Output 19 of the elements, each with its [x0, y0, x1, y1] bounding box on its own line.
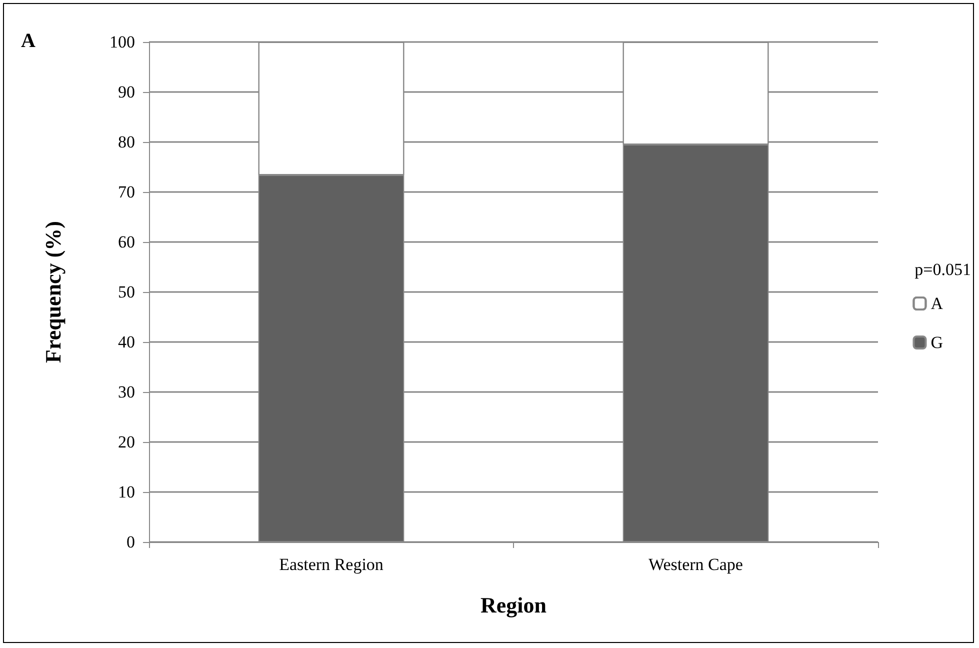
y-tick-label: 50: [118, 282, 135, 302]
y-tick-label: 20: [118, 432, 135, 452]
y-axis-title: Frequency (%): [40, 221, 66, 363]
y-tick-label: 10: [118, 482, 135, 502]
text: p=0.051: [914, 260, 972, 279]
y-tick-label: 30: [118, 382, 135, 402]
legend-label: A: [930, 294, 944, 313]
x-tick-label: Eastern Region: [279, 555, 384, 574]
x-tick-label: Western Cape: [648, 555, 743, 574]
chart-title: A: [21, 30, 36, 52]
legend-label: G: [930, 333, 944, 352]
y-tick-label: 70: [118, 182, 135, 202]
y-tick-label: 90: [118, 82, 135, 102]
y-tick-label: 60: [118, 232, 135, 252]
y-tick-label: 100: [110, 32, 135, 52]
y-tick-label: 80: [118, 132, 135, 152]
y-tick-label: 40: [118, 332, 135, 352]
x-axis-title: Region: [480, 592, 546, 618]
y-tick-label: 0: [126, 532, 135, 552]
